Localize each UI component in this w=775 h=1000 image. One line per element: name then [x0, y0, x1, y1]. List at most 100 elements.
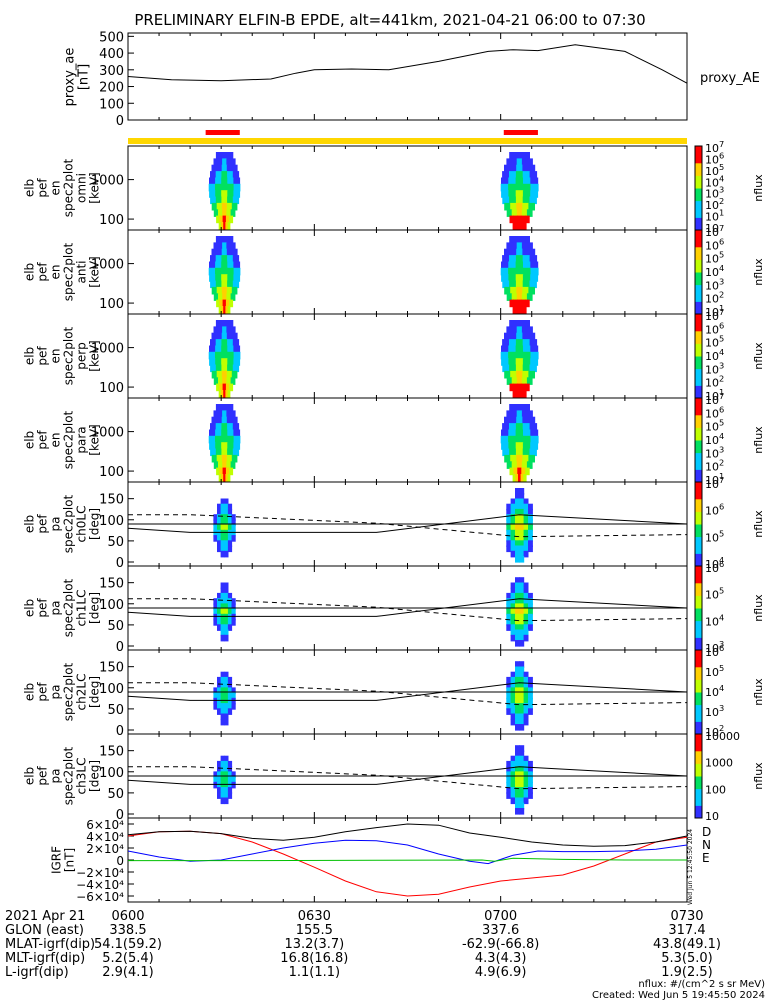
panel-ylabel: elb pef pa spec2plot ch0LC [deg]: [23, 494, 102, 553]
heat-cell: [225, 222, 229, 230]
ylabel-line: ch2LC: [75, 674, 89, 711]
heat-cell: [219, 320, 224, 328]
igrf-tick-label: −4×10⁴: [76, 878, 124, 892]
ae-tick-label: 400: [99, 47, 124, 62]
heat-cell: [220, 613, 225, 621]
heat-cell: [224, 787, 229, 794]
heat-cell: [519, 619, 525, 626]
heat-cell: [216, 164, 223, 173]
heat-cell: [528, 503, 533, 511]
ylabel-line: perp: [75, 342, 89, 370]
heat-cell: [523, 306, 527, 314]
colorbar-cell: [695, 566, 702, 571]
heat-cell: [506, 697, 512, 705]
heat-cell: [217, 781, 222, 789]
heat-cell: [506, 540, 512, 547]
heat-cell: [522, 190, 531, 198]
heat-cell: [226, 377, 232, 385]
heat-cell: [226, 416, 233, 425]
colorbar-cell: [695, 196, 702, 202]
ytick-label: 100: [99, 465, 124, 480]
colorbar-cell: [695, 763, 702, 769]
heat-cell: [215, 345, 222, 354]
colorbar-cell: [695, 549, 702, 554]
heat-cell: [523, 267, 532, 276]
ytick-label: 50: [107, 619, 124, 634]
heat-cell: [211, 164, 218, 173]
heat-cell: [510, 682, 516, 689]
heat-cell: [519, 535, 525, 542]
heat-cell: [224, 508, 229, 516]
heat-cell: [528, 771, 533, 778]
colorbar-cell: [695, 608, 702, 613]
panel-pa3: 150 100 50 0 elb pef pa spec2plot ch3LC [deg] 10 10…: [23, 730, 766, 823]
heat-cell: [227, 514, 233, 521]
colorbar-cell: [695, 633, 702, 638]
heat-cell: [515, 474, 519, 482]
heat-cell: [227, 423, 234, 431]
heat-cell: [227, 687, 233, 694]
heat-cell: [510, 760, 516, 768]
igrf-tick-label: 4×10⁴: [86, 830, 124, 844]
colorbar-label: 105: [705, 250, 724, 266]
ytick-label: 100: [99, 682, 124, 697]
heat-cell: [506, 692, 512, 700]
heat-cell: [529, 448, 537, 457]
heat-cell: [530, 429, 539, 438]
heat-cell: [516, 461, 523, 469]
heat-cell: [522, 448, 531, 457]
colorbar-label: 101: [705, 387, 724, 403]
ytick-label: 100: [99, 213, 124, 228]
colorbar-cell: [695, 209, 702, 214]
heat-cell: [231, 608, 236, 616]
colorbar-cell: [695, 574, 702, 580]
heat-cell: [230, 242, 236, 250]
heat-cell: [527, 242, 533, 250]
heat-cell: [515, 435, 524, 444]
heat-cell: [523, 787, 529, 794]
l-label: L-igrf(dip): [5, 965, 69, 980]
heat-cell: [519, 745, 525, 752]
heat-cell: [526, 293, 533, 301]
heat-cell: [220, 535, 225, 542]
colorbar-label: 105: [705, 162, 724, 178]
heat-cell: [523, 529, 529, 537]
heat-cell: [515, 608, 520, 616]
ylabel-line: pa: [49, 517, 63, 532]
heat-cell: [210, 339, 217, 347]
heat-cell: [229, 404, 234, 412]
colorbar-cell: [695, 284, 702, 290]
igrf-tick-label: 0: [116, 854, 124, 868]
heat-cell: [227, 771, 233, 778]
heat-cell: [509, 423, 517, 431]
heat-cell: [506, 787, 512, 794]
heat-cell: [506, 781, 512, 789]
heat-cell: [510, 514, 516, 521]
colorbar-cell: [695, 645, 702, 651]
heat-cell: [220, 550, 225, 558]
heat-cell: [218, 461, 223, 469]
heat-cell: [528, 682, 533, 689]
colorbar-cell: [695, 738, 702, 743]
ytick-label: 1000: [91, 174, 124, 189]
heat-cell: [508, 183, 517, 192]
ylabel-line: [keV]: [88, 340, 102, 371]
flag-bar: [128, 130, 687, 144]
heat-cell: [509, 152, 514, 160]
heat-cell: [515, 766, 520, 773]
heat-cell: [519, 671, 525, 679]
heat-cell: [509, 383, 514, 392]
heat-cell: [217, 708, 222, 715]
heat-cell: [523, 766, 529, 773]
heat-cell: [510, 797, 516, 805]
heat-cell: [502, 423, 510, 431]
heat-cell: [519, 550, 525, 558]
colorbar-label: 103: [705, 703, 724, 719]
heat-cell: [221, 286, 228, 295]
ylabel-line: en: [49, 181, 63, 196]
colorbar-label: 10000: [705, 730, 740, 743]
heat-cell: [527, 158, 533, 166]
ylabel-line: elb: [23, 515, 37, 533]
